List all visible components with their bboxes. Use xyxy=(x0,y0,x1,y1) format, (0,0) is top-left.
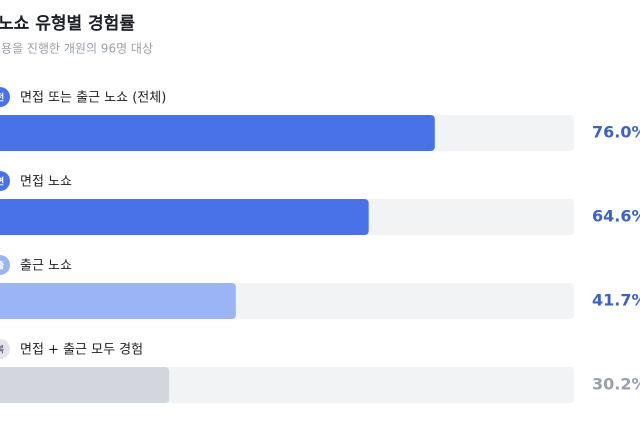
category-icon-text: 출 xyxy=(0,260,4,272)
category-icon xyxy=(0,255,10,275)
value-label: 41.7% xyxy=(592,291,640,310)
category-label: 면접 또는 출근 노쇼 (전체) xyxy=(20,91,166,106)
category-icon-text: 전 xyxy=(0,92,4,104)
chart-subtitle: 이용을 진행한 개원의 96명 대상 xyxy=(0,41,153,56)
bar xyxy=(0,115,435,151)
value-label: 30.2% xyxy=(592,375,640,394)
category-icon xyxy=(0,87,10,107)
bar xyxy=(0,283,236,319)
value-label: 64.6% xyxy=(592,207,640,226)
category-icon xyxy=(0,171,10,191)
category-icon-text: 복 xyxy=(0,345,4,356)
category-label: 출근 노쇼 xyxy=(20,259,72,274)
bar xyxy=(0,367,170,403)
category-label: 면접 노쇼 xyxy=(20,175,72,190)
value-label: 76.0% xyxy=(592,123,640,142)
category-label: 면접 + 출근 모두 경험 xyxy=(20,343,143,358)
category-icon xyxy=(0,339,10,359)
chart-title: 노쇼 유형별 경험률 xyxy=(0,13,135,34)
bar xyxy=(0,199,369,235)
category-icon-text: 면 xyxy=(0,176,4,188)
